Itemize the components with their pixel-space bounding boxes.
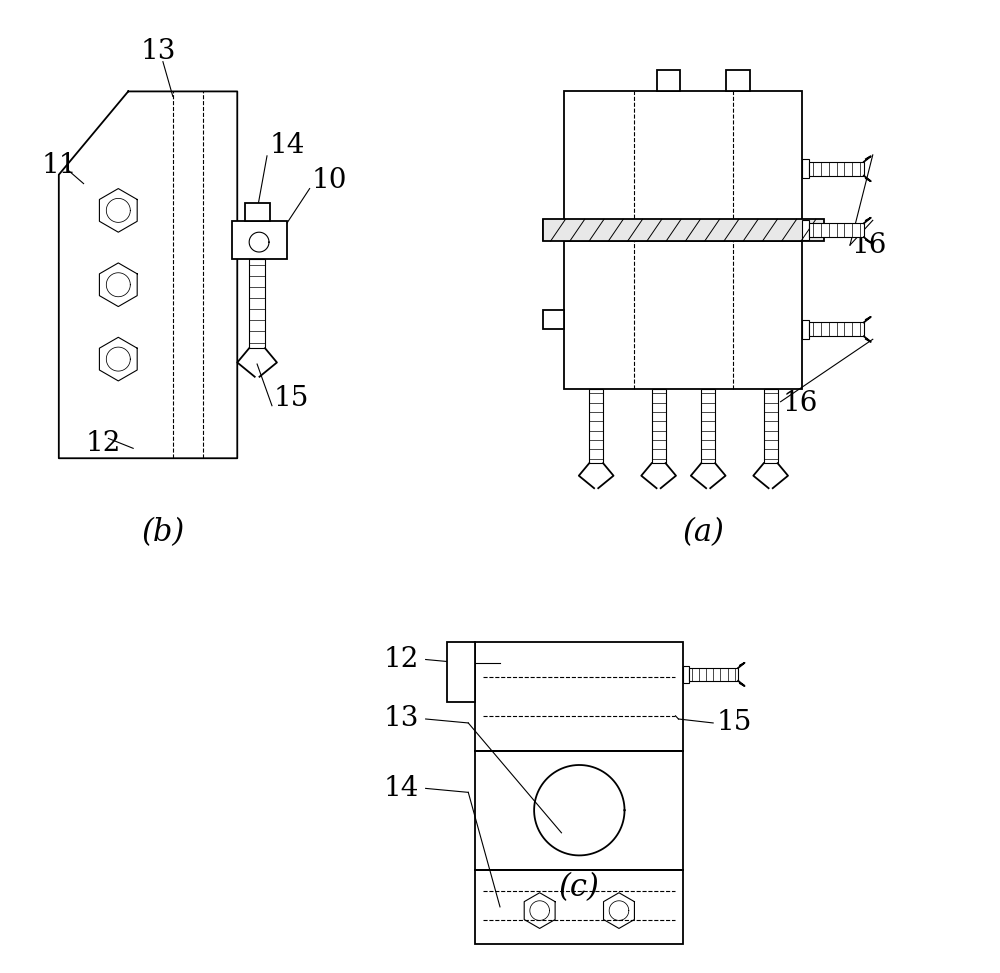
Text: (b): (b)	[141, 517, 185, 548]
Bar	[809, 162, 864, 176]
Bar	[543, 309, 564, 329]
Text: 12: 12	[86, 430, 121, 457]
Bar	[564, 91, 802, 231]
Text: 10: 10	[312, 167, 347, 195]
Text: 11: 11	[42, 152, 77, 179]
Bar	[657, 70, 680, 91]
Bar	[543, 219, 824, 241]
Bar	[564, 241, 802, 389]
Text: 16: 16	[852, 232, 887, 259]
Bar	[475, 870, 683, 944]
Bar	[475, 751, 683, 870]
Bar	[475, 641, 683, 751]
Bar	[249, 259, 265, 348]
Text: (c): (c)	[559, 872, 600, 903]
Bar	[543, 220, 564, 240]
Bar	[802, 159, 809, 178]
Bar	[683, 666, 689, 683]
Text: 13: 13	[383, 705, 419, 733]
Text: 16: 16	[783, 390, 818, 417]
Bar	[245, 203, 270, 221]
Text: 15: 15	[716, 709, 752, 737]
Text: 13: 13	[140, 38, 176, 65]
Bar	[802, 221, 809, 240]
Bar	[589, 389, 603, 463]
Bar	[232, 221, 287, 259]
Bar	[809, 223, 864, 237]
Text: 14: 14	[270, 132, 305, 160]
Text: 15: 15	[274, 385, 309, 413]
Text: 14: 14	[383, 775, 419, 802]
Bar	[689, 667, 738, 681]
Bar	[802, 320, 809, 339]
Bar	[701, 389, 715, 463]
Bar	[809, 322, 864, 337]
Bar	[447, 641, 475, 702]
Bar	[764, 389, 778, 463]
Bar	[652, 389, 666, 463]
Polygon shape	[59, 91, 237, 458]
Text: 12: 12	[383, 646, 419, 673]
Text: (a): (a)	[682, 517, 724, 548]
Bar	[726, 70, 750, 91]
